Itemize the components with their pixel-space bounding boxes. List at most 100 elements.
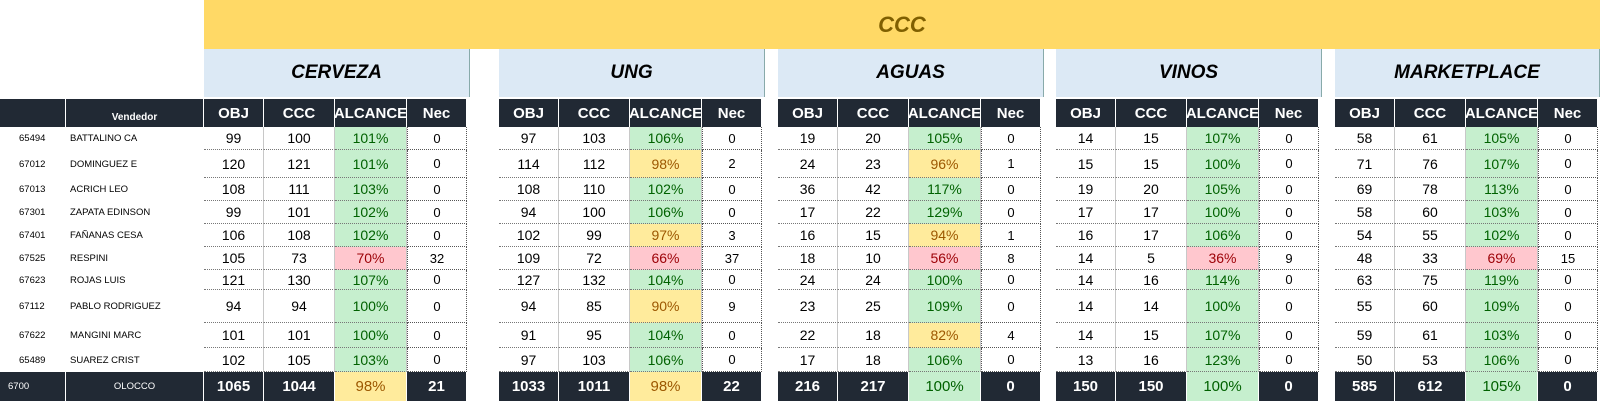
cell-ung-obj: 97 [499, 127, 559, 150]
column-header-alcance[interactable]: ALCANCE [1186, 99, 1259, 127]
seller-name[interactable]: ACRICH LEO [70, 184, 129, 195]
column-header-obj[interactable]: OBJ [1056, 99, 1116, 127]
cell-vinos-nec: 0 [1259, 150, 1319, 178]
cell-ung-ccc: 85 [559, 290, 630, 323]
column-header-obj[interactable]: OBJ [1335, 99, 1395, 127]
header-vendedor[interactable]: Vendedor [66, 99, 204, 127]
cell-aguas-obj: 16 [778, 224, 838, 247]
column-header-nec[interactable]: Nec [702, 99, 762, 127]
cell-aguas-ccc: 22 [838, 201, 909, 224]
cell-ung-alcance: 106% [630, 348, 702, 372]
column-header-obj[interactable]: OBJ [499, 99, 559, 127]
cell-ung-alcance: 102% [630, 178, 702, 201]
cell-vinos-obj: 14 [1056, 290, 1116, 323]
cell-vinos-alcance: 106% [1187, 224, 1259, 247]
cell-vinos-ccc: 14 [1116, 290, 1187, 323]
seller-name[interactable]: ZAPATA EDINSON [70, 207, 151, 218]
cell-vinos-ccc: 16 [1116, 348, 1187, 372]
column-header-ccc[interactable]: CCC [559, 99, 630, 127]
seller-name[interactable]: SUAREZ CRIST [70, 354, 140, 366]
column-header-ccc[interactable]: CCC [264, 99, 335, 127]
column-header-nec[interactable]: Nec [407, 99, 467, 127]
cell-aguas-obj: 17 [778, 348, 838, 372]
column-header-nec[interactable]: Nec [1259, 99, 1319, 127]
cell-cerveza-ccc: 108 [264, 224, 335, 247]
seller-name[interactable]: ROJAS LUIS [70, 274, 126, 286]
cell-vinos-alcance: 100% [1187, 201, 1259, 224]
column-header-alcance[interactable]: ALCANCE [629, 99, 702, 127]
cell-aguas-obj: 18 [778, 247, 838, 270]
cell-aguas-alcance: 129% [909, 201, 981, 224]
group-title-ung: UNG [499, 49, 765, 97]
seller-id: 67012 [19, 158, 46, 170]
cell-ung-alcance: 104% [630, 270, 702, 290]
column-header-nec[interactable]: Nec [1538, 99, 1598, 127]
cell-ung-ccc: 99 [559, 224, 630, 247]
cell-marketplace-alcance: 102% [1466, 224, 1538, 247]
cell-marketplace-nec: 0 [1538, 323, 1598, 348]
cell-cerveza-alcance: 100% [335, 290, 407, 323]
cell-vinos-ccc: 15 [1116, 323, 1187, 348]
cell-ung-alcance: 66% [630, 247, 702, 270]
cell-ung-ccc: 95 [559, 323, 630, 348]
cell-vinos-obj: 19 [1056, 178, 1116, 201]
cell-marketplace-obj: 71 [1335, 150, 1395, 178]
cell-marketplace-obj: 58 [1335, 127, 1395, 150]
cell-ung-nec: 0 [702, 127, 762, 150]
cell-aguas-obj: 36 [778, 178, 838, 201]
cell-aguas-alcance: 109% [909, 290, 981, 323]
seller-name[interactable]: FAÑANAS CESA [70, 230, 143, 241]
cell-vinos-ccc: 15 [1116, 127, 1187, 150]
cell-vinos-nec: 0 [1259, 224, 1319, 247]
cell-aguas-alcance: 105% [909, 127, 981, 150]
column-header-obj[interactable]: OBJ [204, 99, 264, 127]
column-header-alcance[interactable]: ALCANCE [1465, 99, 1538, 127]
cell-vinos-ccc: 20 [1116, 178, 1187, 201]
seller-name[interactable]: PABLO RODRIGUEZ [70, 301, 161, 312]
column-header-ccc[interactable]: CCC [838, 99, 909, 127]
cell-cerveza-alcance: 103% [335, 348, 407, 372]
column-header-nec[interactable]: Nec [981, 99, 1041, 127]
seller-name[interactable]: DOMINGUEZ E [70, 158, 138, 170]
cell-ung-ccc: 100 [559, 201, 630, 224]
seller-id: 67622 [19, 330, 46, 341]
cell-ung-obj: 102 [499, 224, 559, 247]
cell-cerveza-obj: 120 [204, 150, 264, 178]
column-header-obj[interactable]: OBJ [778, 99, 838, 127]
cell-aguas-alcance: 94% [909, 224, 981, 247]
cell-marketplace-obj: 58 [1335, 201, 1395, 224]
cell-cerveza-nec: 0 [407, 290, 467, 323]
cell-ung-nec: 0 [702, 323, 762, 348]
cell-vinos-alcance: 107% [1187, 127, 1259, 150]
cell-aguas-ccc: 42 [838, 178, 909, 201]
cell-cerveza-ccc: 101 [264, 201, 335, 224]
total-cerveza-obj: 1065 [204, 372, 264, 401]
total-cerveza-alcance: 98% [335, 372, 407, 401]
cell-ung-obj: 114 [499, 150, 559, 178]
cell-ung-nec: 9 [702, 290, 762, 323]
cell-aguas-nec: 0 [981, 348, 1041, 372]
cell-vinos-nec: 0 [1259, 201, 1319, 224]
seller-name[interactable]: MANGINI MARC [70, 330, 142, 341]
group-title-marketplace: MARKETPLACE [1335, 49, 1600, 97]
cell-marketplace-obj: 63 [1335, 270, 1395, 290]
cell-cerveza-nec: 0 [407, 323, 467, 348]
cell-aguas-nec: 0 [981, 270, 1041, 290]
column-header-alcance[interactable]: ALCANCE [908, 99, 981, 127]
cell-cerveza-ccc: 73 [264, 247, 335, 270]
cell-aguas-nec: 0 [981, 127, 1041, 150]
column-header-alcance[interactable]: ALCANCE [334, 99, 407, 127]
cell-aguas-ccc: 18 [838, 348, 909, 372]
seller-name[interactable]: RESPINI [70, 253, 109, 264]
cell-ung-ccc: 112 [559, 150, 630, 178]
cell-marketplace-obj: 48 [1335, 247, 1395, 270]
cell-marketplace-ccc: 76 [1395, 150, 1466, 178]
column-header-ccc[interactable]: CCC [1116, 99, 1187, 127]
cell-ung-alcance: 98% [630, 150, 702, 178]
cell-marketplace-alcance: 103% [1466, 201, 1538, 224]
cell-ung-obj: 91 [499, 323, 559, 348]
column-header-ccc[interactable]: CCC [1395, 99, 1466, 127]
cell-ung-alcance: 97% [630, 224, 702, 247]
total-marketplace-ccc: 612 [1395, 372, 1466, 401]
seller-name[interactable]: BATTALINO CA [70, 133, 138, 144]
